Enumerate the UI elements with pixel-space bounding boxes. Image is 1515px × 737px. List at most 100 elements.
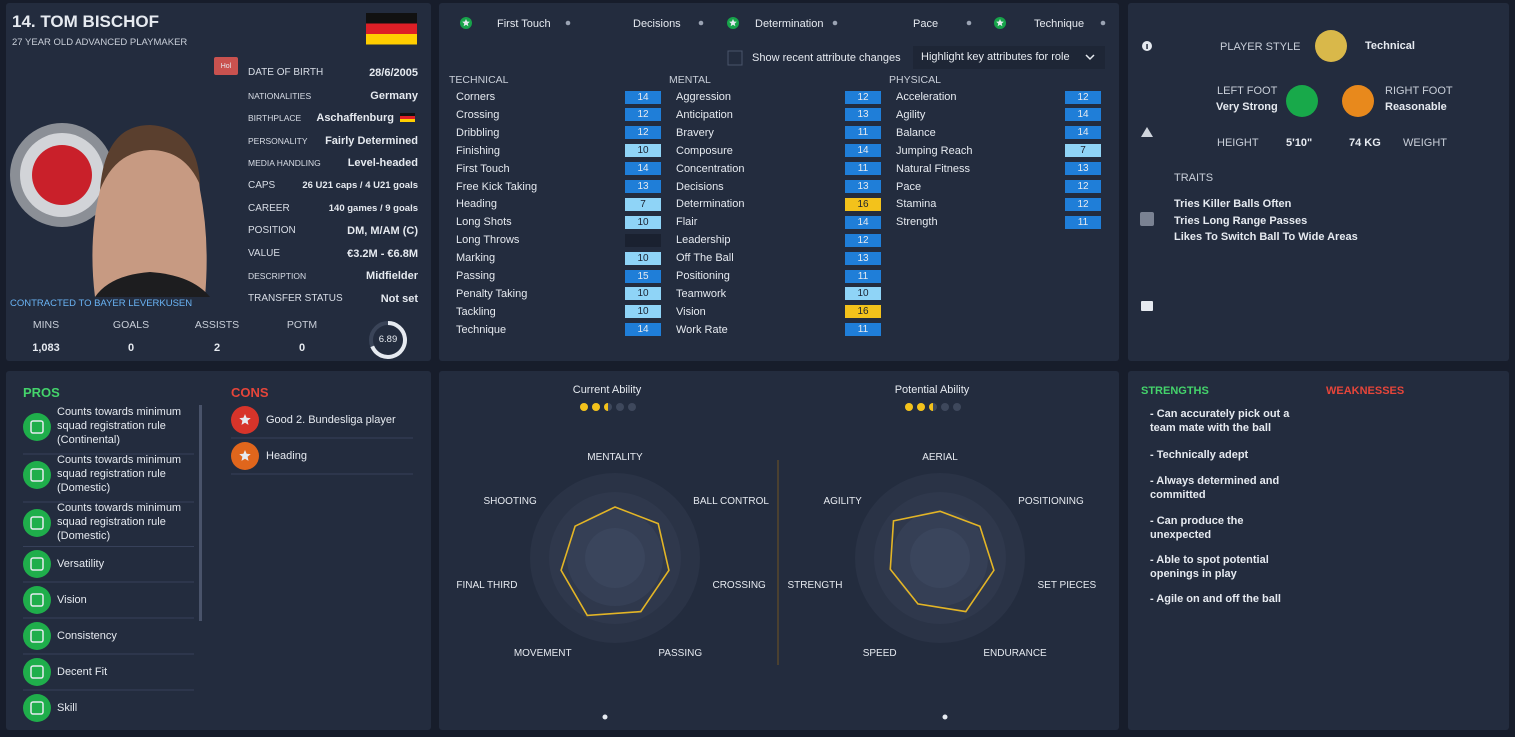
attribute-name: Jumping Reach <box>896 144 973 157</box>
star-slot <box>953 403 961 411</box>
attribute-value: 11 <box>845 162 881 176</box>
detail-value: Level-headed <box>347 157 418 170</box>
attribute-value: 15 <box>625 269 661 283</box>
radar-label: MENTALITY <box>587 452 643 463</box>
pro-icon <box>23 586 51 614</box>
attribute-value: 14 <box>625 90 661 104</box>
pro-glyph <box>30 593 44 607</box>
pro-icon <box>23 461 51 489</box>
label: LEFT FOOT <box>1217 85 1278 97</box>
pro-glyph <box>30 420 44 434</box>
strength-item: - Can produce the unexpected <box>1150 515 1244 541</box>
attribute-name: Technique <box>456 323 507 336</box>
stat-label: MINS <box>32 319 60 331</box>
radar-ring <box>910 528 970 588</box>
attribute-name: Finishing <box>456 144 501 157</box>
detail-value: Midfielder <box>366 270 418 283</box>
value: Very Strong <box>1216 101 1278 113</box>
attribute-group-title: TECHNICAL <box>449 74 509 86</box>
radar-label: SHOOTING <box>483 495 537 507</box>
stat-value: 0 <box>127 342 135 354</box>
pro-icon <box>23 694 51 722</box>
attribute-value: 13 <box>845 251 881 265</box>
detail-value: 26 U21 caps / 4 U21 goals <box>302 180 418 191</box>
attribute-name: Heading <box>456 198 497 211</box>
attribute-value: 12 <box>1065 180 1101 193</box>
pro-item: Counts towards minimum squad registratio… <box>57 454 182 494</box>
detail-label: CAREER <box>248 202 290 214</box>
attribute-name: Positioning <box>676 270 730 282</box>
detail-label: DATE OF BIRTH <box>248 67 324 78</box>
attribute-value: 13 <box>845 108 881 122</box>
radar-shape <box>560 506 670 617</box>
attribute-name: Aggression <box>676 91 732 103</box>
radar-label: AGILITY <box>823 495 862 507</box>
label: RIGHT FOOT <box>1385 85 1453 97</box>
radar-label: SPEED <box>862 648 897 660</box>
attribute-value: 12 <box>625 126 661 140</box>
attribute-value: 7 <box>1065 144 1101 158</box>
radar-label: AERIAL <box>922 452 958 463</box>
radar-label: POSITIONING <box>1018 495 1084 507</box>
attribute-value: 10 <box>845 287 881 301</box>
dropdown-label: Highlight key attributes for role <box>921 51 1070 63</box>
stat-label: ASSISTS <box>194 319 240 331</box>
pro-glyph <box>30 557 44 571</box>
value: Technical <box>1365 40 1415 52</box>
detail-label: NATIONALITIES <box>248 90 312 101</box>
star-slot <box>616 403 624 411</box>
attribute-value: 10 <box>625 144 661 158</box>
detail-value: DM, M/AM (C) <box>347 225 418 238</box>
detail-value: 140 games / 9 goals <box>328 202 418 214</box>
strength-item: - Can accurately pick out a team mate wi… <box>1150 408 1290 434</box>
player-name: 14. TOM BISCHOF <box>12 12 160 31</box>
pro-glyph <box>30 701 44 715</box>
stat-label: POTM <box>286 319 318 331</box>
cons-title: CONS <box>231 385 269 400</box>
value: 74 KG <box>1349 137 1381 149</box>
pros-cons-panel <box>6 371 431 730</box>
badge: Hol <box>220 63 232 70</box>
star-full <box>905 403 913 411</box>
key-attribute: Pace <box>913 18 939 30</box>
attribute-group-title: MENTAL <box>669 74 711 86</box>
weaknesses-title: WEAKNESSES <box>1326 385 1405 397</box>
attribute-value <box>625 233 661 247</box>
dropdown[interactable] <box>913 46 1105 69</box>
attribute-value: 11 <box>845 269 881 283</box>
attribute-group-title: PHYSICAL <box>889 74 941 86</box>
attribute-name: Vision <box>676 305 706 318</box>
stat-label: GOALS <box>112 319 150 331</box>
attribute-name: Composure <box>676 144 733 157</box>
attribute-value: 11 <box>845 126 881 140</box>
attribute-name: Pace <box>896 180 922 193</box>
attribute-value: 14 <box>1065 126 1101 140</box>
attribute-name: Anticipation <box>676 108 733 121</box>
pro-item: Counts towards minimum squad registratio… <box>57 502 182 542</box>
strength-item: - Agile on and off the ball <box>1150 593 1281 605</box>
pro-glyph <box>30 629 44 643</box>
attribute-value: 7 <box>625 197 661 211</box>
detail-label: CAPS <box>248 180 276 191</box>
attribute-value: 10 <box>625 251 661 265</box>
attribute-value: 16 <box>845 305 881 319</box>
attribute-value: 11 <box>1065 215 1101 229</box>
attribute-name: Acceleration <box>896 91 957 103</box>
attribute-value: 10 <box>625 287 661 301</box>
key-attribute: Determination <box>755 18 824 30</box>
pros-title: PROS <box>23 385 60 400</box>
checkbox[interactable] <box>727 50 743 66</box>
detail-label: DESCRIPTION <box>248 271 307 282</box>
star-half <box>929 403 933 411</box>
star-icon <box>239 414 251 425</box>
label: PLAYER STYLE <box>1220 41 1301 53</box>
attribute-name: Determination <box>676 198 745 211</box>
radar-label: SET PIECES <box>1037 580 1097 592</box>
attribute-value: 12 <box>625 108 661 122</box>
attribute-name: Flair <box>676 216 698 229</box>
pro-icon <box>23 509 51 537</box>
trait: Tries Killer Balls Often <box>1174 198 1292 210</box>
pro-glyph <box>30 468 44 482</box>
attribute-value: 14 <box>845 215 881 229</box>
attribute-name: Penalty Taking <box>456 287 528 300</box>
